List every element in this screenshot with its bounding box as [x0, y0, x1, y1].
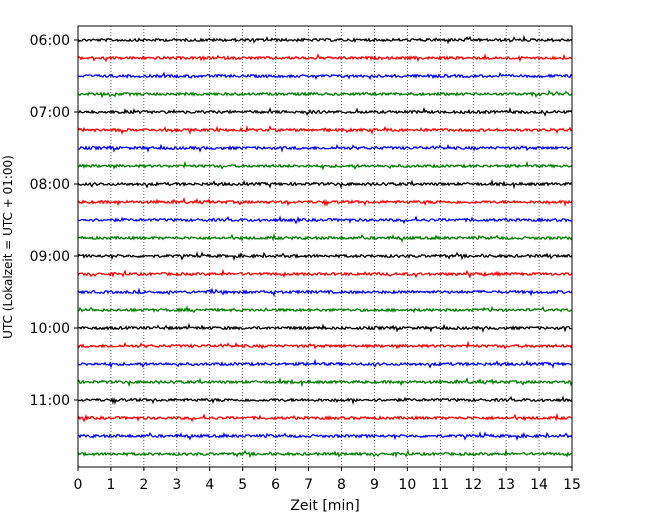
- x-tick-label: 14: [530, 477, 548, 493]
- trace-0845: [77, 232, 573, 243]
- trace-0800: [77, 178, 573, 190]
- trace-0830: [77, 215, 573, 225]
- trace-0730: [77, 143, 573, 153]
- x-axis-label: Zeit [min]: [290, 498, 359, 514]
- trace-0915: [77, 268, 573, 279]
- trace-0945: [77, 305, 573, 314]
- trace-0630: [77, 71, 573, 81]
- x-tick-label: 7: [304, 477, 313, 493]
- trace-0900: [77, 251, 573, 262]
- trace-1145: [77, 448, 573, 459]
- y-axis-ticks: 06:00 07:00 08:00 09:00 10:00 11:00: [30, 33, 78, 409]
- trace-1030: [77, 358, 573, 369]
- x-tick-label: 12: [464, 477, 482, 493]
- x-tick-label: 0: [74, 477, 83, 493]
- trace-1045: [77, 376, 573, 388]
- trace-0645: [77, 89, 573, 99]
- y-tick-label: 07:00: [30, 105, 70, 121]
- trace-0700: [77, 106, 573, 117]
- y-tick-label: 10:00: [30, 321, 70, 337]
- x-tick-label: 10: [398, 477, 416, 493]
- y-tick-label: 08:00: [30, 177, 70, 193]
- x-tick-label: 13: [497, 477, 515, 493]
- y-axis-label: UTC (Lokalzeit = UTC + 01:00): [1, 155, 15, 339]
- trace-0815: [77, 197, 573, 208]
- x-tick-label: 4: [205, 477, 214, 493]
- trace-1000: [77, 322, 573, 333]
- x-tick-label: 3: [172, 477, 181, 493]
- x-tick-label: 8: [337, 477, 346, 493]
- x-axis-ticks: 0 1 2 3 4 5 6 7 8 9 10 11 12 13 14 15: [74, 467, 581, 493]
- trace-0745: [77, 160, 573, 171]
- trace-0600: [77, 34, 573, 45]
- trace-1015: [77, 340, 573, 350]
- plot-frame: [77, 25, 573, 468]
- y-tick-label: 11:00: [30, 393, 70, 409]
- trace-group: [77, 34, 573, 459]
- x-tick-label: 6: [271, 477, 280, 493]
- trace-0930: [77, 287, 573, 298]
- trace-1100: [77, 395, 573, 406]
- x-tick-label: 1: [106, 477, 115, 493]
- y-tick-label: 09:00: [30, 249, 70, 265]
- y-tick-label: 06:00: [30, 33, 70, 49]
- trace-1130: [77, 431, 573, 442]
- x-tick-label: 9: [370, 477, 379, 493]
- trace-1115: [77, 412, 573, 423]
- x-tick-label: 11: [431, 477, 449, 493]
- x-tick-label: 15: [563, 477, 581, 493]
- x-tick-label: 5: [238, 477, 247, 493]
- x-tick-label: 2: [139, 477, 148, 493]
- trace-0615: [77, 53, 573, 63]
- trace-0715: [77, 124, 573, 135]
